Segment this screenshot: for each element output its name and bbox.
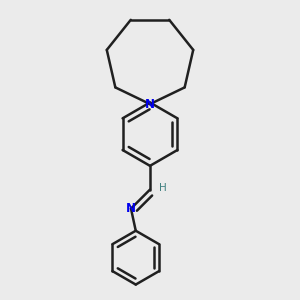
Text: N: N — [145, 98, 155, 111]
Text: N: N — [126, 202, 136, 215]
Text: H: H — [159, 183, 167, 193]
